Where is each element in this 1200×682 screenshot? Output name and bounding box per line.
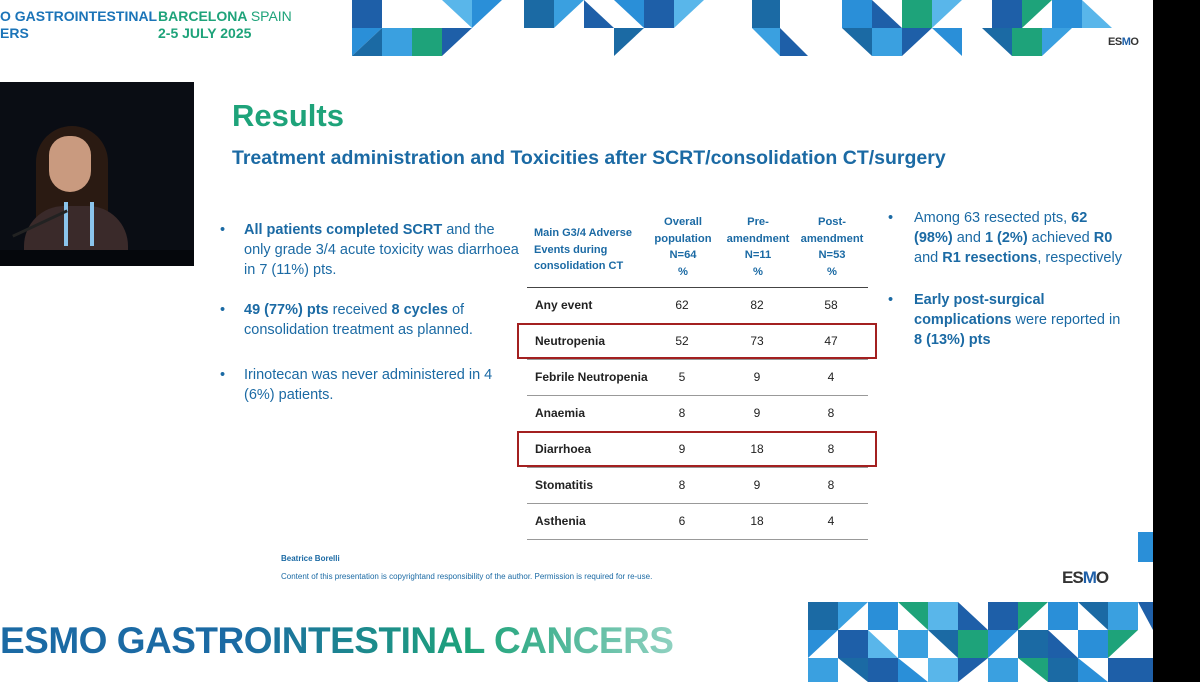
table-row-divider — [527, 503, 868, 504]
table-row-label: Stomatitis — [535, 478, 594, 492]
table-row-divider — [527, 539, 868, 540]
window-edge-bar — [1153, 0, 1200, 682]
podium — [0, 250, 194, 266]
table-row-label: Any event — [535, 298, 593, 312]
author-name: Beatrice Borelli — [281, 554, 340, 563]
table-cell: 82 — [750, 298, 764, 312]
table-header-divider — [527, 287, 868, 288]
table-cell: 5 — [678, 370, 686, 384]
conference-name-line1: O GASTROINTESTINAL — [0, 8, 158, 24]
table-cell: 58 — [824, 298, 838, 312]
esmo-logo-top: ESMO — [1108, 36, 1139, 48]
top-mosaic-decoration — [352, 0, 1112, 56]
slide-title: Results — [232, 98, 344, 133]
location-country: SPAIN — [250, 8, 292, 24]
table-row-label: Asthenia — [535, 514, 586, 528]
table-cell: 18 — [750, 514, 764, 528]
table-cell: 9 — [678, 442, 686, 456]
table-cell: 4 — [827, 370, 835, 384]
table-cell: 62 — [675, 298, 689, 312]
table-header-overall: Overall population N=64 % — [654, 216, 712, 278]
left-bullet-2: 49 (77%) pts received 8 cycles of consol… — [220, 300, 522, 340]
location-city: BARCELONA — [158, 8, 247, 24]
left-bullet-1: All patients completed SCRT and the only… — [220, 220, 522, 280]
conference-name-top: O GASTROINTESTINAL ERS — [0, 8, 157, 42]
table-cell: 47 — [824, 334, 838, 348]
table-cell: 52 — [675, 334, 689, 348]
conference-dates: 2-5 JULY 2025 — [158, 25, 252, 41]
table-cell: 8 — [827, 442, 835, 456]
speaker-face — [49, 136, 91, 192]
table-cell: 8 — [678, 406, 686, 420]
table-header-pre-amendment: Pre-amendment N=11 % — [726, 216, 790, 278]
table-cell: 73 — [750, 334, 764, 348]
table-row-highlight-box — [517, 431, 877, 467]
table-cell: 8 — [678, 478, 686, 492]
table-row-label: Anaemia — [535, 406, 586, 420]
right-bullet-2: Early post-surgical complications were r… — [888, 290, 1128, 350]
conference-location: BARCELONA SPAIN 2-5 JULY 2025 — [158, 8, 292, 42]
right-bullet-1: Among 63 resected pts, 62 (98%) and 1 (2… — [888, 208, 1128, 268]
table-cell: 8 — [827, 406, 835, 420]
table-row-highlight-box — [517, 323, 877, 359]
conference-name-line2: ERS — [0, 25, 29, 41]
slide-subtitle: Treatment administration and Toxicities … — [232, 147, 946, 169]
esmo-logo-bottom: ESMO — [1062, 568, 1109, 587]
table-cell: 8 — [827, 478, 835, 492]
table-cell: 9 — [753, 406, 761, 420]
table-cell: 18 — [750, 442, 764, 456]
conference-banner-bottom: ESMO GASTROINTESTINAL CANCERS — [0, 620, 674, 661]
table-header-events: Main G3/4 Adverse Events during consolid… — [534, 227, 633, 272]
table-row-divider — [527, 359, 868, 360]
bottom-mosaic-decoration — [808, 532, 1153, 682]
speaker-video-panel[interactable] — [0, 82, 194, 266]
table-cell: 9 — [753, 370, 761, 384]
table-cell: 4 — [827, 514, 835, 528]
table-row-label: Febrile Neutropenia — [535, 370, 648, 384]
table-row-divider — [527, 467, 868, 468]
table-header-post-amendment: Post-amendment N=53 % — [800, 216, 864, 278]
table-cell: 6 — [678, 514, 686, 528]
table-row-label: Neutropenia — [535, 334, 606, 348]
speaker-lanyard — [64, 202, 94, 246]
table-row-divider — [527, 395, 868, 396]
table-cell: 9 — [753, 478, 761, 492]
left-bullet-3: Irinotecan was never administered in 4 (… — [220, 365, 522, 405]
copyright-notice: Content of this presentation is copyrigh… — [281, 572, 653, 581]
table-row-label: Diarrhoea — [535, 442, 592, 456]
